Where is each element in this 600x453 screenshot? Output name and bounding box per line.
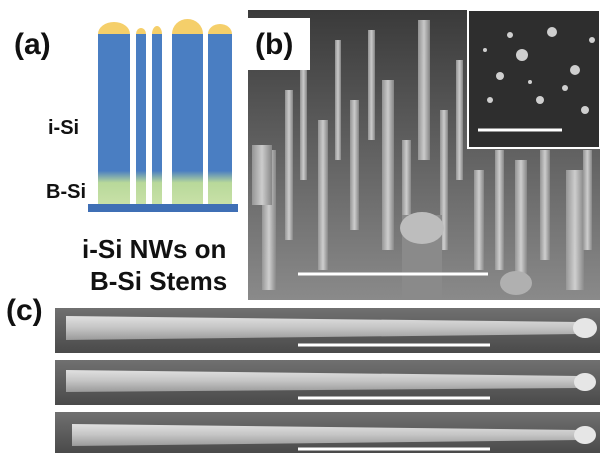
figure: (a) i-Si B-Si i-Si NWs on B-Si Stems <box>0 0 600 453</box>
caption: B-Si Stems <box>90 266 227 296</box>
sem-strips <box>55 308 600 453</box>
schematic <box>88 19 238 212</box>
layer-label: i-Si <box>48 117 79 139</box>
panel-label: (c) <box>6 294 43 327</box>
layer-label: B-Si <box>46 181 86 203</box>
sem-image <box>248 10 600 300</box>
panel-label: (b) <box>255 28 293 61</box>
caption: i-Si NWs on <box>82 234 226 264</box>
panel-label: (a) <box>14 28 51 61</box>
